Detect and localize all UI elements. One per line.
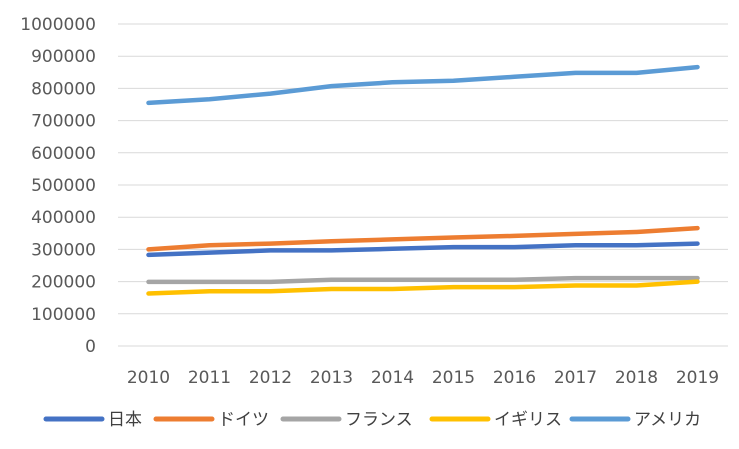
- x-tick-label: 2014: [371, 368, 414, 388]
- series-lines: [148, 67, 697, 293]
- y-tick-label: 400000: [31, 208, 96, 228]
- y-tick-label: 1000000: [20, 15, 96, 35]
- series-line-4: [149, 67, 698, 103]
- x-tick-label: 2015: [432, 368, 475, 388]
- legend-label: 日本: [108, 410, 142, 430]
- y-axis-ticks: 0 100000 200000 300000 400000 500000 600000 700…: [20, 15, 96, 357]
- y-tick-label: 300000: [31, 240, 96, 260]
- y-tick-label: 0: [85, 337, 96, 357]
- legend-label: イギリス: [494, 410, 562, 430]
- y-tick-label: 700000: [31, 112, 96, 132]
- y-tick-label: 800000: [31, 79, 96, 99]
- x-tick-label: 2012: [249, 368, 292, 388]
- y-tick-label: 600000: [31, 144, 96, 164]
- y-tick-label: 200000: [31, 273, 96, 293]
- x-tick-label: 2019: [676, 368, 719, 388]
- legend: 日本 ドイツ フランス イギリス アメリカ: [46, 410, 701, 430]
- legend-label: ドイツ: [218, 410, 269, 430]
- x-tick-label: 2016: [493, 368, 536, 388]
- x-tick-label: 2018: [615, 368, 658, 388]
- legend-label: フランス: [345, 410, 413, 430]
- x-tick-label: 2013: [310, 368, 353, 388]
- y-tick-label: 100000: [31, 305, 96, 325]
- x-axis-ticks: 2010 2011 2012 2013 2014 2015 2016 2017 2018 2019: [127, 368, 719, 388]
- y-tick-label: 900000: [31, 47, 96, 67]
- y-tick-label: 500000: [31, 176, 96, 196]
- x-tick-label: 2011: [188, 368, 231, 388]
- legend-label: アメリカ: [634, 410, 701, 430]
- x-tick-label: 2010: [127, 368, 170, 388]
- x-tick-label: 2017: [554, 368, 597, 388]
